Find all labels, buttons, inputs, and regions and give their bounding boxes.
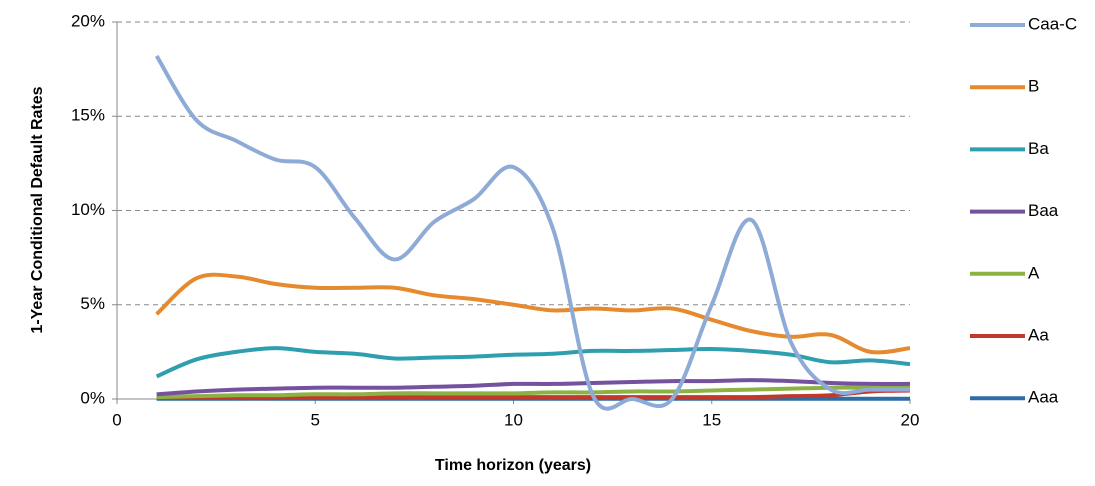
legend-label: Caa-C — [1028, 14, 1077, 33]
series-line — [156, 385, 910, 400]
legend-label: Baa — [1028, 201, 1059, 220]
x-tick-label: 10 — [504, 410, 523, 429]
series-line — [156, 388, 911, 401]
y-tick-label: 20% — [71, 11, 105, 30]
legend-label: A — [1028, 263, 1040, 282]
series-line — [155, 272, 911, 355]
legend-label: Ba — [1028, 139, 1049, 158]
legend-label: B — [1028, 77, 1039, 96]
series-line — [154, 54, 910, 411]
x-axis-title: Time horizon (years) — [435, 457, 591, 474]
x-tick-label: 15 — [702, 410, 721, 429]
y-axis-title: 1-Year Conditional Default Rates — [29, 86, 46, 333]
y-tick-label: 0% — [80, 388, 105, 407]
series-line — [155, 346, 911, 379]
x-tick-label: 5 — [311, 410, 320, 429]
series-line — [156, 378, 911, 397]
x-tick-label: 0 — [112, 410, 121, 429]
x-tick-label: 20 — [901, 410, 920, 429]
legend-label: Aa — [1028, 325, 1049, 344]
y-tick-label: 15% — [71, 106, 105, 125]
y-tick-label: 5% — [80, 294, 105, 313]
y-tick-label: 10% — [71, 200, 105, 219]
legend-label: Aaa — [1028, 388, 1059, 407]
